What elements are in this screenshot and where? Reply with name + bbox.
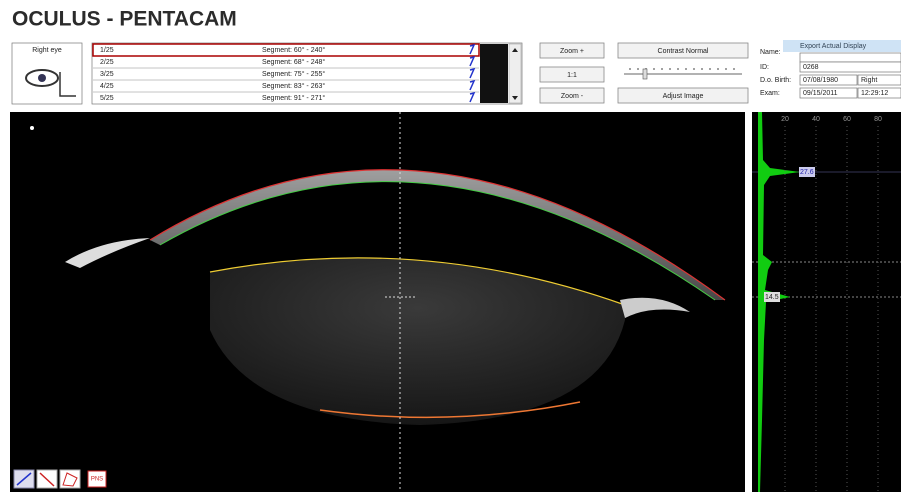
slider-ticks (629, 68, 735, 70)
peak-box (764, 292, 780, 302)
row-segment: Segment: 83° - 263° (262, 82, 325, 90)
id-field[interactable] (799, 61, 901, 73)
button[interactable] (617, 42, 749, 59)
eye-field[interactable] (857, 74, 901, 86)
eye-label: Right eye (32, 47, 62, 54)
zoom-reset[interactable]: 1:1 (539, 66, 605, 83)
field-label: ID: (760, 64, 769, 71)
button[interactable] (539, 87, 605, 104)
id-value: 0268 (803, 64, 819, 71)
row-index: 1/25 (100, 47, 114, 54)
field-label: Exam: (760, 90, 780, 97)
iris-glare-left (65, 238, 150, 268)
eye-value: Right (861, 77, 877, 84)
image-list: 1/25 Segment: 60° - 240° 2/25 Segment: 68°… (91, 42, 523, 105)
birth-value: 07/08/1980 (803, 77, 838, 84)
button[interactable] (617, 87, 749, 104)
axis-tick-label: 20 (781, 116, 789, 123)
tool-button[interactable] (59, 469, 81, 489)
export-banner[interactable] (783, 40, 901, 52)
pns-button[interactable] (87, 470, 107, 488)
list-row[interactable]: 5/25 Segment: 91° - 271° (100, 94, 325, 102)
list-row[interactable]: 3/25 Segment: 75° - 255° (93, 70, 479, 81)
slider-thumb[interactable] (642, 68, 648, 80)
row-segment: Segment: 75° - 255° (262, 70, 325, 78)
tool-icon (39, 472, 55, 487)
exam-time-field[interactable] (857, 87, 901, 99)
row-segment: Segment: 68° - 248° (262, 58, 325, 66)
iris-glare-right (620, 297, 690, 318)
row-index: 4/25 (100, 83, 114, 90)
field-label: Name: (760, 49, 781, 56)
cornea (150, 169, 725, 300)
list-row[interactable]: 4/25 Segment: 83° - 263° (93, 82, 479, 93)
contrast-button[interactable]: Contrast Normal (617, 42, 749, 59)
button[interactable] (539, 66, 605, 83)
list-row[interactable]: 2/25 Segment: 68° - 248° (93, 58, 479, 69)
posterior-lens-edge (319, 401, 581, 419)
row-segment: Segment: 91° - 271° (262, 94, 325, 102)
thumbnails (469, 43, 508, 103)
thumb-strip (480, 44, 508, 103)
anterior-cornea-edge (149, 169, 726, 301)
axis-tick-label: 80 (874, 116, 882, 123)
patient-panel: Name: Export Actual Display ID: 0268 D.o… (760, 40, 901, 99)
zoom-out[interactable]: Zoom - (539, 87, 605, 104)
tool-icon (62, 472, 78, 487)
row-index: 3/25 (100, 71, 114, 78)
exam-date: 09/15/2011 (803, 90, 838, 97)
anterior-lens-edge (209, 257, 626, 306)
button[interactable] (539, 42, 605, 59)
exam-time: 12:29:12 (861, 90, 888, 97)
marker-dot (30, 126, 34, 130)
eye-selector[interactable]: Right eye (11, 42, 83, 105)
row-frame (92, 43, 480, 57)
scrollbar[interactable] (508, 43, 522, 104)
lens-body (210, 257, 625, 425)
pns-label: PNS (91, 477, 103, 483)
densitometry: 27.6 14.5 20 40 60 80 (752, 112, 901, 492)
axis-tick-label: 40 (812, 116, 820, 123)
axis-tick-label: 60 (843, 116, 851, 123)
list-row[interactable]: 1/25 Segment: 60° - 240° (92, 43, 480, 57)
contrast-slider[interactable] (624, 68, 742, 80)
peak-box (799, 167, 815, 177)
name-field[interactable] (799, 52, 901, 63)
eye-bracket (59, 72, 76, 97)
app-title: OCULUS - PENTACAM (12, 8, 237, 31)
row-index: 5/25 (100, 95, 114, 102)
row-segment: Segment: 60° - 240° (262, 46, 325, 54)
button-label: Zoom - (561, 93, 584, 100)
peak-label: 14.5 (765, 294, 779, 301)
button-label: Contrast Normal (658, 48, 709, 55)
exam-date-field[interactable] (799, 87, 858, 99)
density-profile (758, 112, 800, 492)
adjust-button[interactable]: Adjust Image (617, 87, 749, 104)
tool-icon (16, 472, 32, 486)
birth-field[interactable] (799, 74, 858, 86)
peak-label: 27.6 (800, 169, 814, 176)
button-label: 1:1 (567, 72, 577, 79)
button-label: Adjust Image (663, 93, 704, 100)
button-label: Zoom + (560, 48, 584, 55)
eye-box[interactable] (11, 42, 83, 105)
field-label: D.o. Birth: (760, 77, 791, 84)
eye-pupil (38, 74, 46, 82)
tools: PNS (13, 469, 107, 489)
posterior-cornea-edge (159, 181, 716, 301)
row-index: 2/25 (100, 59, 114, 66)
zoom-in[interactable]: Zoom + (539, 42, 605, 59)
eye-icon (25, 69, 59, 87)
scheimpflug-image (10, 112, 745, 492)
segment-icons (469, 43, 476, 103)
export-label[interactable]: Export Actual Display (800, 43, 867, 50)
